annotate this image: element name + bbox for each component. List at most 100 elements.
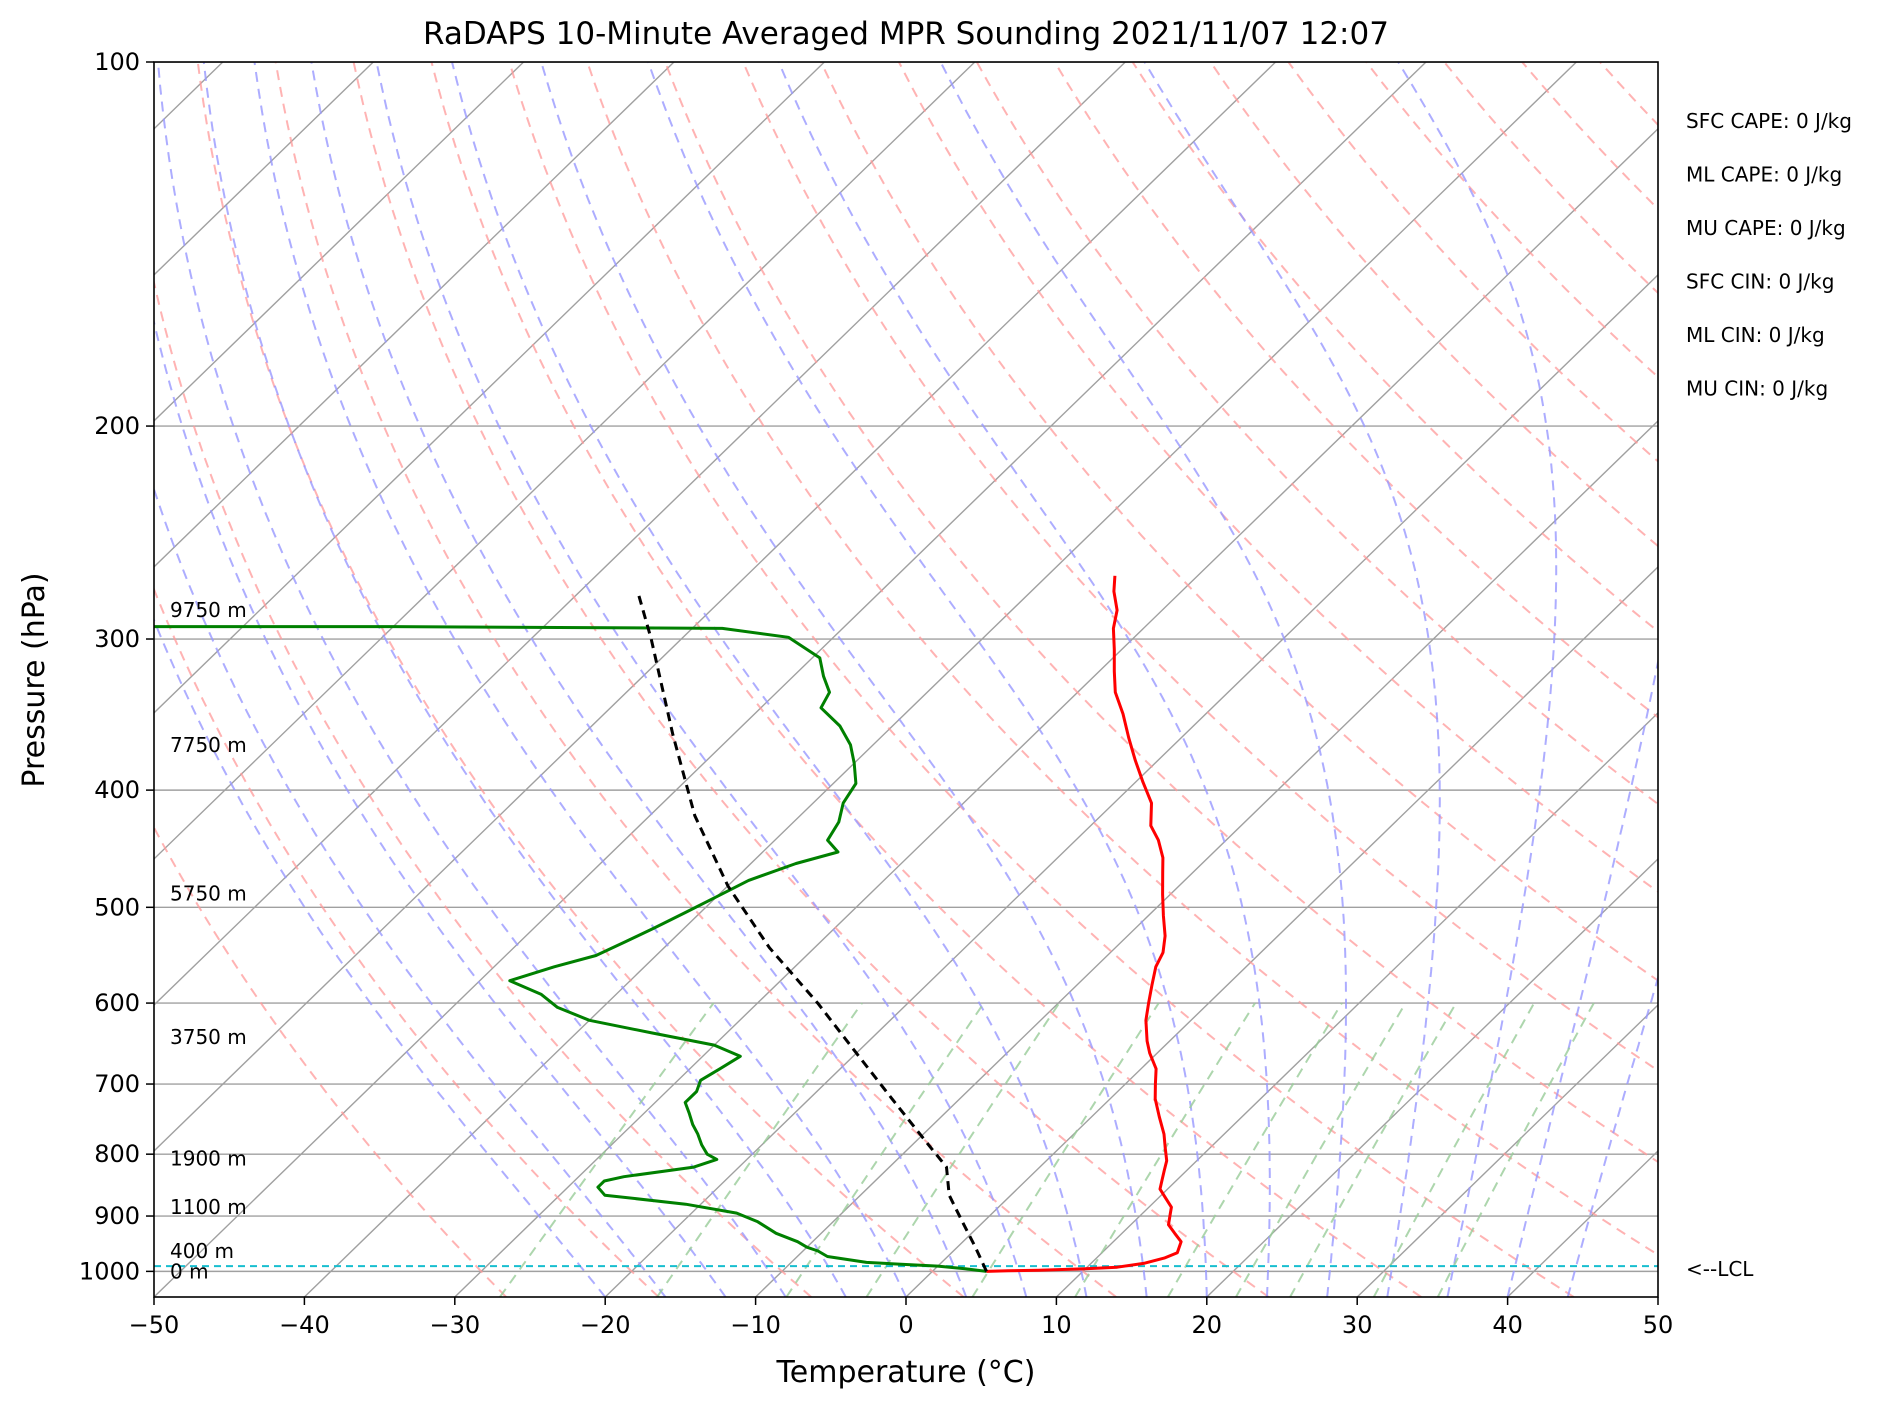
- y-tick-label: 400: [94, 776, 140, 804]
- moist-adiabat-line: [1143, 62, 1441, 1297]
- mixing-ratio-line: [1167, 1002, 1343, 1297]
- y-tick-label: 300: [94, 625, 140, 653]
- moist-adiabat-line: [647, 62, 1208, 1297]
- dry-adiabat-line: [898, 62, 1658, 893]
- dry-adiabat-line: [154, 825, 507, 1297]
- y-axis-ticks: 1000 900 800 700 600 500 400 300 200 100: [79, 48, 154, 1285]
- lcl-label: <--LCL: [1686, 1257, 1754, 1281]
- dry-adiabat-line: [586, 62, 1658, 1257]
- dry-adiabat-line: [820, 62, 1658, 982]
- height-label: 7750 m: [170, 733, 247, 757]
- x-tick-label: 30: [1342, 1311, 1373, 1339]
- x-tick-label: 20: [1192, 1311, 1223, 1339]
- isotherm-line: [154, 62, 374, 276]
- temperature-profile-line: [986, 575, 1183, 1273]
- dry-adiabat-line: [1209, 62, 1658, 548]
- isotherm-line: [905, 565, 1658, 1297]
- moist-adiabat-line: [253, 62, 907, 1297]
- moist-adiabat-line: [1397, 62, 1558, 1297]
- stability-index-text: ML CAPE: 0 J/kg: [1686, 163, 1842, 187]
- height-label: 400 m: [170, 1239, 234, 1263]
- isotherm-line: [154, 62, 1126, 1006]
- isotherm-line: [154, 62, 976, 860]
- mixing-ratio-line: [971, 1002, 1160, 1297]
- y-tick-label: 500: [94, 893, 140, 921]
- x-tick-label: −40: [279, 1311, 330, 1339]
- mixing-ratio-line: [865, 1002, 1061, 1297]
- dry-adiabat-line: [1365, 62, 1658, 379]
- dewpoint-profile-line: [154, 625, 987, 1273]
- chart-title: RaDAPS 10-Minute Averaged MPR Sounding 2…: [423, 16, 1389, 52]
- series-lines: [154, 575, 1183, 1273]
- stability-index-text: MU CAPE: 0 J/kg: [1686, 216, 1846, 240]
- x-axis-ticks: −50 −40 −30 −20 −10 0 10 20 30 40 50: [129, 1297, 1674, 1339]
- x-tick-label: 50: [1643, 1311, 1674, 1339]
- dry-adiabat-lines: [154, 62, 1658, 1297]
- y-axis-title: Pressure (hPa): [17, 572, 52, 787]
- mixing-ratio-line: [1235, 1002, 1407, 1297]
- dry-adiabat-line: [664, 62, 1658, 1164]
- mixing-ratio-line: [1436, 1002, 1595, 1297]
- stability-index-text: ML CIN: 0 J/kg: [1686, 323, 1825, 347]
- y-tick-label: 800: [94, 1140, 140, 1168]
- moist-adiabat-line: [154, 486, 667, 1297]
- x-tick-label: −30: [429, 1311, 480, 1339]
- moist-adiabat-line: [1506, 657, 1658, 1297]
- isotherm-line: [154, 62, 825, 714]
- mixing-ratio-line: [656, 1002, 863, 1297]
- isotherm-line: [154, 62, 675, 568]
- isotherm-line: [154, 62, 1427, 1297]
- height-label: 5750 m: [170, 881, 247, 905]
- isotherm-line: [454, 127, 1658, 1297]
- dry-adiabat-line: [352, 62, 1270, 1297]
- y-tick-label: 200: [94, 412, 140, 440]
- dry-adiabat-line: [975, 62, 1658, 806]
- isotherm-line: [1356, 1003, 1658, 1297]
- y-tick-label: 600: [94, 989, 140, 1017]
- x-tick-label: 10: [1041, 1311, 1072, 1339]
- dry-adiabat-line: [196, 62, 965, 1297]
- dry-adiabat-line: [1443, 62, 1658, 295]
- pressure-gridlines: [154, 62, 1658, 1273]
- mixing-ratio-line: [785, 1002, 985, 1297]
- dry-adiabat-line: [154, 277, 812, 1297]
- moist-adiabat-line: [777, 62, 1271, 1297]
- stability-index-text: SFC CAPE: 0 J/kg: [1686, 109, 1852, 133]
- moist-adiabat-line: [375, 62, 1028, 1297]
- moist-adiabat-line: [451, 62, 1088, 1297]
- isotherm-line: [154, 62, 525, 422]
- mixing-ratio-line: [499, 1002, 715, 1297]
- x-tick-label: 40: [1492, 1311, 1523, 1339]
- y-tick-label: 900: [94, 1202, 140, 1230]
- isotherm-line: [303, 62, 1577, 1297]
- x-tick-label: −50: [129, 1311, 180, 1339]
- dry-adiabat-line: [430, 62, 1422, 1297]
- x-axis-title: Temperature (°C): [776, 1355, 1036, 1390]
- dry-adiabat-line: [508, 62, 1575, 1297]
- y-tick-label: 1000: [79, 1257, 140, 1285]
- isotherm-line: [1206, 857, 1658, 1297]
- stability-indices: SFC CAPE: 0 J/kg ML CAPE: 0 J/kg MU CAPE: …: [1686, 109, 1852, 401]
- height-label: 1900 m: [170, 1147, 247, 1171]
- dry-adiabat-line: [1131, 62, 1658, 633]
- stability-index-text: MU CIN: 0 J/kg: [1686, 377, 1828, 401]
- moist-adiabat-line: [154, 617, 606, 1297]
- plot-area: [154, 62, 1658, 1297]
- moist-adiabat-line: [154, 317, 727, 1297]
- mixing-ratio-line: [1372, 1002, 1535, 1297]
- height-label: 0 m: [170, 1259, 209, 1283]
- height-label: 9750 m: [170, 598, 247, 622]
- moist-adiabat-line: [1566, 974, 1658, 1297]
- dry-adiabat-line: [742, 62, 1658, 1072]
- moist-adiabat-line: [202, 62, 847, 1297]
- mixing-ratio-line: [1289, 1002, 1457, 1297]
- height-label: 1100 m: [170, 1195, 247, 1219]
- parcel-profile-line: [636, 592, 988, 1273]
- x-tick-label: −10: [730, 1311, 781, 1339]
- x-tick-label: 0: [898, 1311, 913, 1339]
- isotherm-line: [154, 62, 1277, 1152]
- stability-index-text: SFC CIN: 0 J/kg: [1686, 270, 1834, 294]
- isotherm-line: [604, 273, 1658, 1297]
